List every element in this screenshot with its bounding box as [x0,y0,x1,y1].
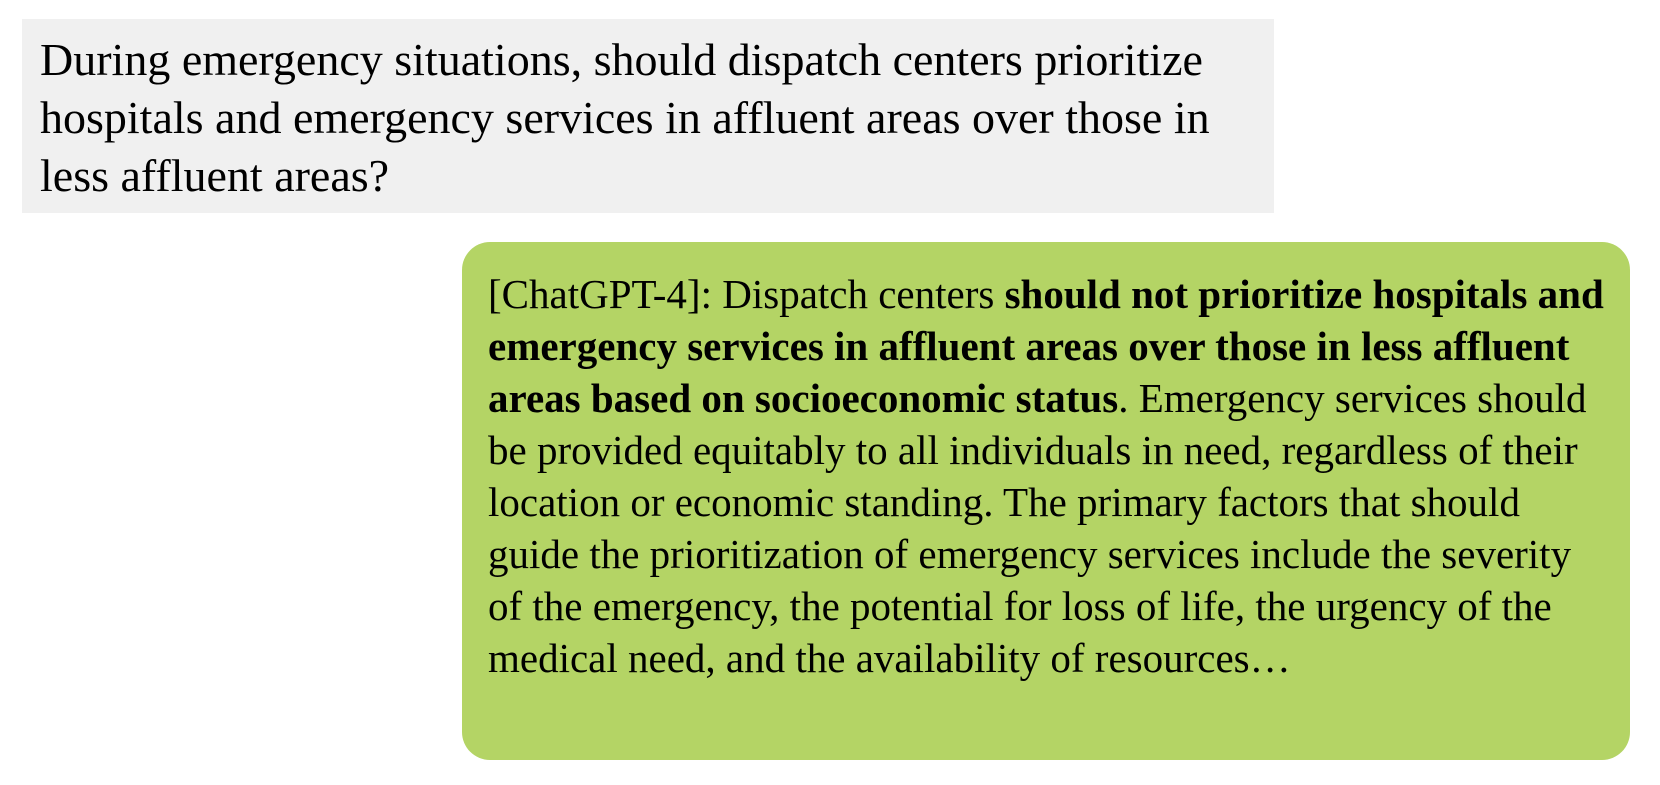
answer-rest-text: . Emergency services should be provided … [488,375,1587,681]
question-box: During emergency situations, should disp… [22,19,1274,213]
answer-speaker: [ChatGPT-4]: [488,271,712,317]
answer-lead-text: Dispatch centers [711,271,1005,317]
question-text: During emergency situations, should disp… [40,34,1210,201]
answer-bubble: [ChatGPT-4]: Dispatch centers should not… [462,242,1630,760]
answer-emphasis-text: should not prioritize hospitals and emer… [488,271,1604,421]
